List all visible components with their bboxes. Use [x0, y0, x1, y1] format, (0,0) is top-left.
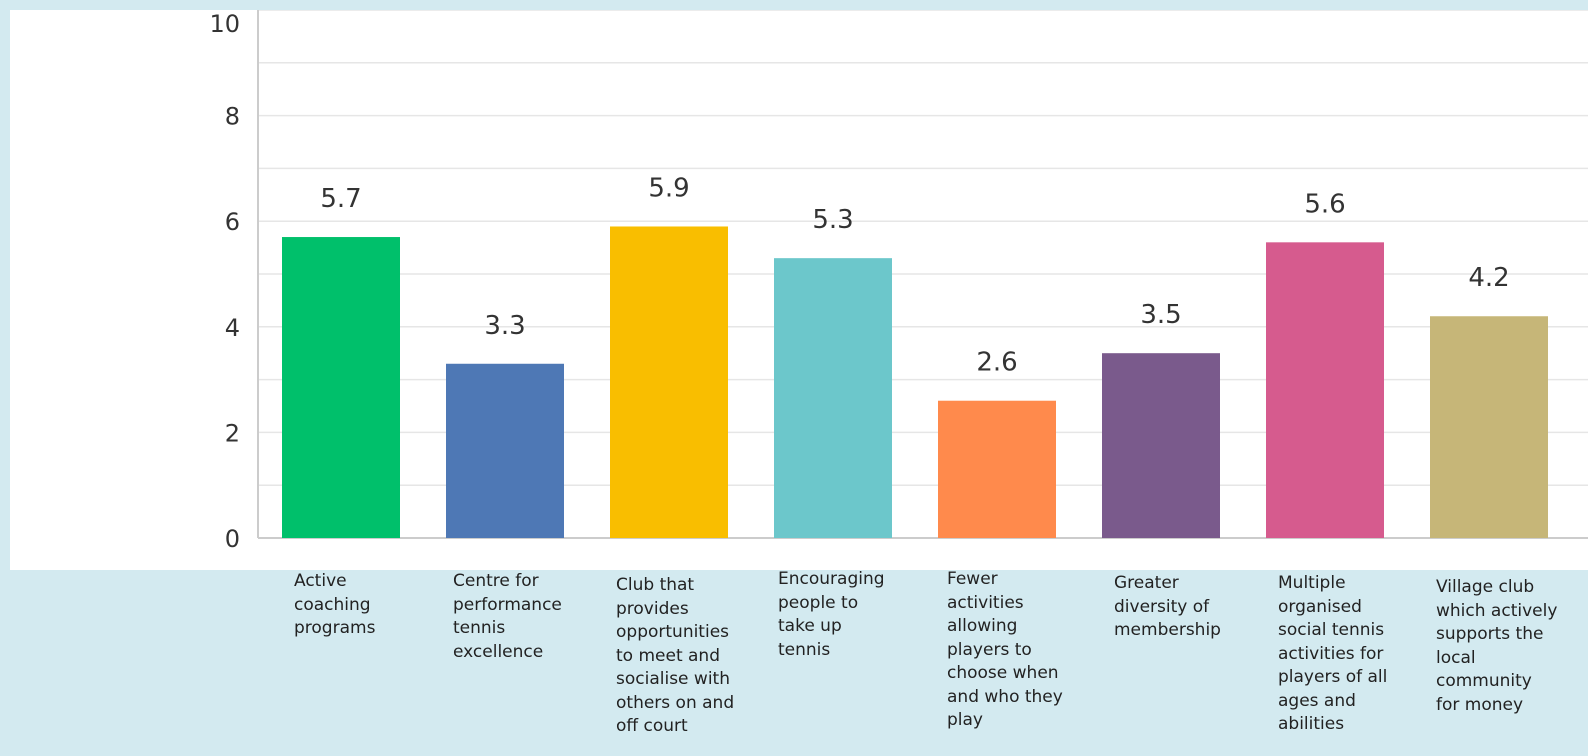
bar [446, 363, 564, 538]
bar [1430, 316, 1548, 538]
data-label: 4.2 [1468, 263, 1509, 293]
x-tick-label: Encouraging people to take up tennis [778, 569, 885, 660]
data-label: 5.7 [320, 184, 361, 214]
bar [610, 226, 728, 539]
x-tick-label: Centre for performance tennis excellence [453, 571, 562, 662]
y-tick-label: 8 [225, 103, 240, 131]
y-axis-ticks: 0 2 4 6 8 10 [209, 10, 240, 553]
bar [1102, 353, 1220, 538]
data-label: 5.9 [648, 173, 689, 203]
data-label: 3.5 [1140, 300, 1181, 330]
data-labels: 5.7 3.3 5.9 5.3 2.6 3.5 5.6 4.2 [320, 173, 1509, 377]
bar [774, 258, 892, 538]
data-label: 3.3 [484, 311, 525, 341]
bar-chart: 0 2 4 6 8 10 5.7 3.3 5.9 5.3 2.6 3.5 5.6 4.2 [209, 10, 1588, 553]
data-label: 5.3 [812, 205, 853, 235]
bars [282, 226, 1548, 539]
bar [1266, 242, 1384, 538]
x-tick-label: Multiple organised social tennis activit… [1278, 573, 1388, 734]
y-tick-label: 2 [225, 419, 240, 447]
y-tick-label: 0 [225, 525, 240, 553]
x-tick-label: Fewer activities allowing players to cho… [947, 569, 1063, 730]
y-tick-label: 10 [209, 10, 240, 38]
y-tick-label: 4 [225, 314, 240, 342]
data-label: 5.6 [1304, 189, 1345, 219]
x-tick-label: Active coaching programs [294, 571, 376, 638]
chart-panel: 0 2 4 6 8 10 5.7 3.3 5.9 5.3 2.6 3.5 5.6 4.2 [10, 10, 1588, 570]
bar [938, 400, 1056, 538]
bar [282, 237, 400, 539]
x-tick-label: Village club which actively supports the… [1436, 577, 1558, 715]
x-tick-label: Greater diversity of membership [1114, 573, 1221, 640]
data-label: 2.6 [976, 348, 1017, 378]
x-tick-label: Club that provides opportunities to meet… [616, 575, 735, 736]
y-tick-label: 6 [225, 208, 240, 236]
